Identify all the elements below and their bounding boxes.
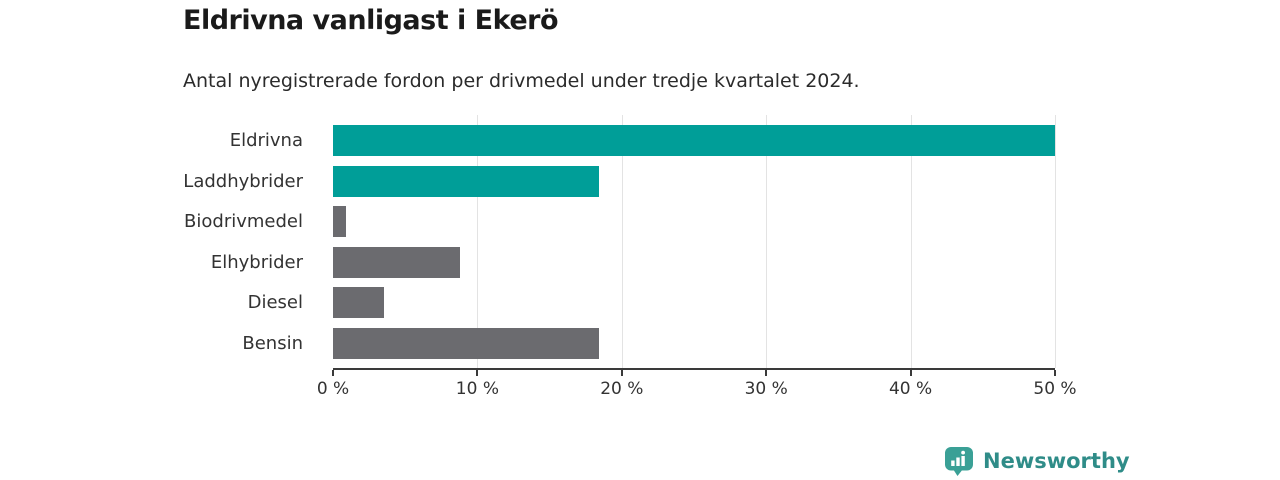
gridline-40 [910, 115, 912, 368]
x-tick-label-40: 40 % [888, 379, 933, 399]
bar-elhybrider [333, 246, 461, 278]
x-tick-0 [332, 370, 334, 376]
x-tick-label-20: 20 % [600, 379, 644, 399]
bar-bensin [333, 328, 599, 359]
x-tick-40 [909, 370, 912, 376]
bar-biodrivmedel [333, 206, 346, 238]
newsworthy-brand-label: Newsworthy [983, 449, 1130, 473]
x-tick-10 [476, 370, 479, 376]
bar-eldrivna [333, 125, 1055, 156]
x-tick-label-10: 10 % [455, 379, 499, 399]
category-label-eldrivna: Eldrivna [229, 130, 303, 151]
x-tick-50 [1054, 370, 1056, 376]
gridline-50 [1055, 115, 1056, 368]
gridline-20 [621, 115, 623, 368]
category-label-diesel: Diesel [247, 292, 303, 314]
bar-diesel [333, 287, 384, 319]
plot-area [333, 115, 1056, 370]
gridline-10 [477, 115, 479, 368]
x-tick-label-50: 50 % [1033, 379, 1077, 399]
category-label-laddhybrider: Laddhybrider [183, 170, 303, 192]
category-label-elhybrider: Elhybrider [210, 251, 303, 273]
bar-laddhybrider [333, 165, 599, 197]
category-label-bensin: Bensin [242, 333, 303, 354]
x-tick-label-30: 30 % [744, 379, 788, 399]
x-tick-label-0: 0 % [316, 379, 350, 399]
x-tick-30 [765, 370, 768, 376]
category-label-biodrivmedel: Biodrivmedel [184, 211, 303, 233]
x-tick-20 [620, 370, 623, 376]
chart-title: Eldrivna vanligast i Ekerö [183, 5, 559, 36]
newsworthy-bar-chart-icon [944, 446, 974, 476]
newsworthy-logo: Newsworthy [944, 446, 1130, 476]
gridline-30 [766, 115, 768, 368]
category-labels: Eldrivna Laddhybrider Biodrivmedel Elhybrid… [0, 115, 318, 368]
x-axis: 0 % 10 % 20 % 30 % 40 % 50 % [317, 370, 1077, 410]
chart-subtitle: Antal nyregistrerade fordon per drivmede… [183, 70, 860, 92]
